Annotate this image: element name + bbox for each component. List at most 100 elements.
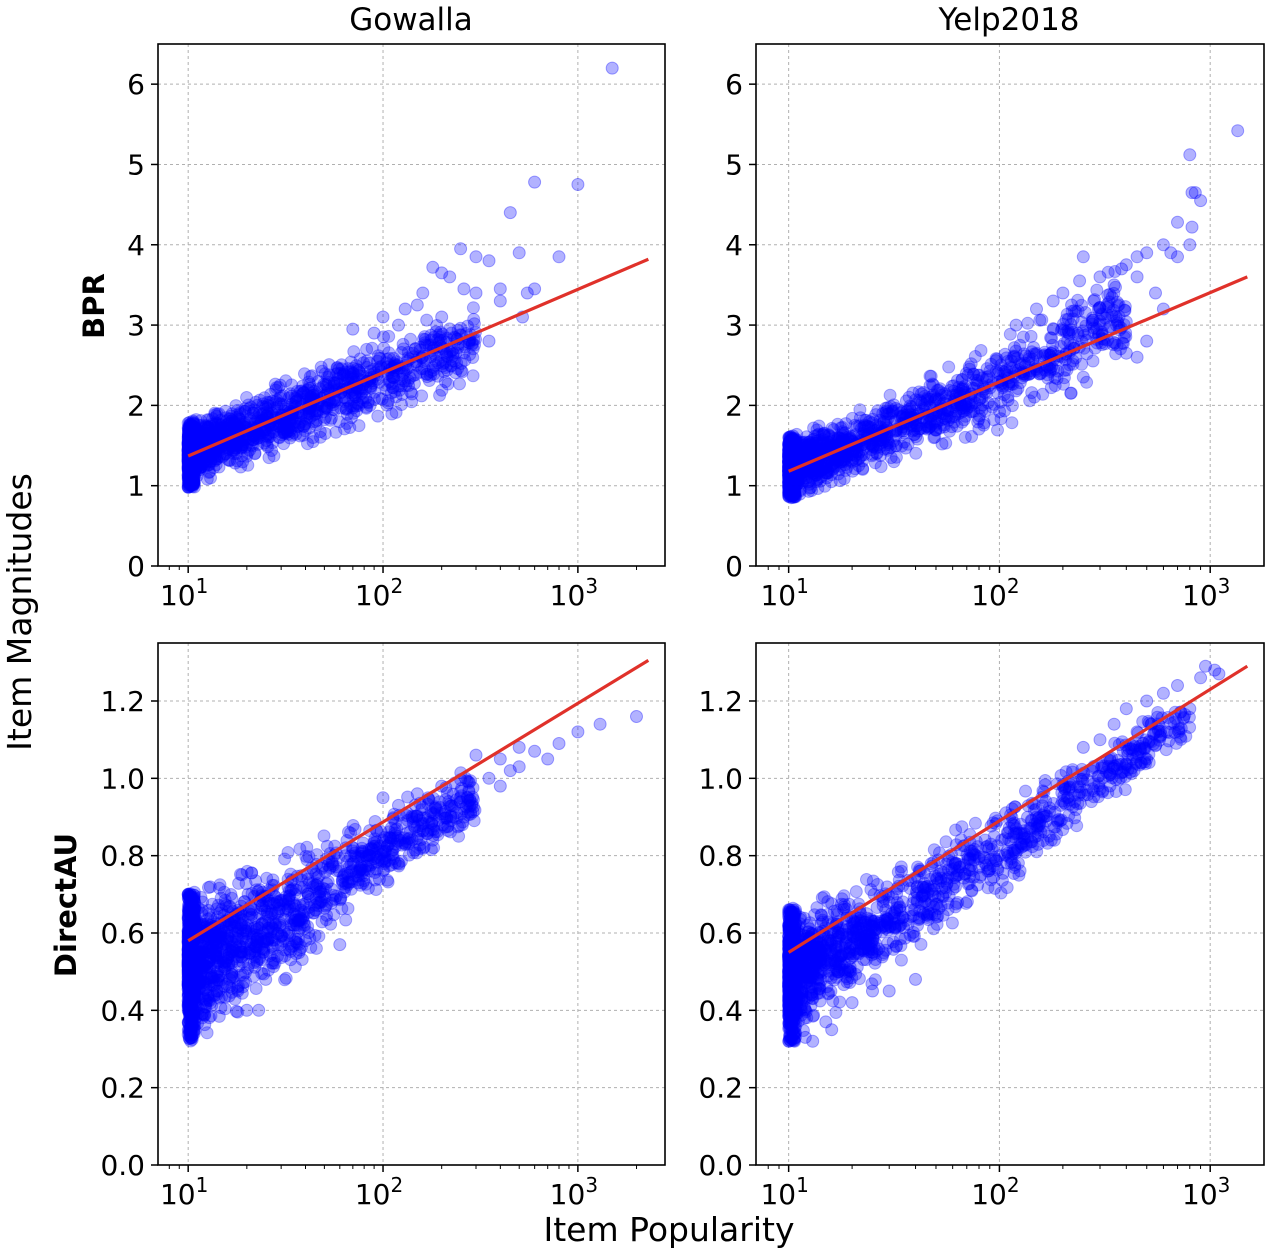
scatter-point [267,425,281,439]
scatter-point [191,463,205,477]
scatter-point [269,395,283,409]
scatter-point [317,377,331,391]
scatter-point [277,418,291,432]
scatter-point [296,386,310,400]
scatter-point [454,357,468,370]
scatter-point [296,428,310,442]
scatter-point [231,438,245,452]
scatter-point [395,388,409,401]
scatter-point [417,332,430,346]
scatter-point [441,824,455,837]
scatter-point-outlier [528,282,542,296]
scatter-point [181,435,195,448]
scatter-point [363,399,377,412]
scatter-point [399,379,413,393]
scatter-point [340,407,354,421]
scatter-point [395,398,408,411]
scatter-point [322,358,336,372]
scatter-point [365,341,379,355]
scatter-point [378,378,392,392]
scatter-point [396,367,410,381]
scatter-point [246,439,260,453]
scatter-point [189,435,203,449]
scatter-point [316,405,330,419]
scatter-point-outlier [1073,274,1087,288]
scatter-point [962,397,976,411]
scatter-point [182,463,196,476]
scatter-point [181,436,195,450]
scatter-point [388,385,402,399]
scatter-point [339,402,353,415]
scatter-point [233,436,247,450]
scatter-point [1051,364,1065,378]
scatter-point [267,449,281,463]
scatter-point [192,434,206,448]
scatter-point [191,425,205,438]
scatter-point [298,417,312,431]
scatter-point [193,427,207,441]
scatter-point [184,464,197,478]
scatter-point [346,361,360,375]
scatter-points [181,61,619,494]
scatter-point [405,395,419,409]
scatter-point [201,420,215,434]
scatter-point [328,395,342,409]
scatter-point [326,398,340,412]
scatter-point [249,940,263,954]
scatter-point [213,425,227,439]
scatter-point [974,344,988,357]
scatter-point [280,419,294,433]
scatter-point [187,434,201,448]
scatter-point [1023,394,1037,408]
scatter-point [185,438,199,452]
scatter-point [187,457,201,471]
scatter-point [181,436,195,449]
scatter-point [433,388,447,402]
scatter-point [465,338,479,352]
scatter-point [303,377,317,391]
scatter-point [383,374,397,387]
scatter-point [222,416,236,430]
scatter-point [264,387,278,401]
scatter-point [192,455,206,469]
scatter-point [183,452,197,466]
scatter-point [216,420,230,434]
scatter-point [283,431,297,445]
scatter-point [464,774,477,788]
scatter-point [381,396,395,410]
scatter-point [272,430,286,444]
scatter-point [386,381,399,394]
scatter-point [209,458,223,472]
scatter-point [181,432,195,446]
scatter-point [208,429,221,442]
scatter-point [256,407,270,420]
scatter-point [277,424,291,438]
scatter-point-outlier [1130,250,1144,264]
scatter-point-outlier [367,326,381,340]
scatter-point [274,397,288,411]
scatter-point [185,433,199,447]
scatter-point [418,330,432,344]
scatter-point [263,430,277,444]
scatter-point [1056,317,1070,331]
scatter-point [310,406,324,420]
scatter-point [208,408,222,422]
x-tick-label: 103 [550,574,598,612]
scatter-point [362,356,376,370]
scatter-point [275,428,289,442]
scatter-point [298,417,312,431]
scatter-point [246,433,260,447]
scatter-point [189,463,202,477]
scatter-point [1048,379,1062,393]
scatter-point [335,362,349,376]
scatter-point [185,456,199,469]
scatter-point [200,430,214,444]
scatter-point [215,450,229,464]
scatter-point [292,419,306,433]
scatter-point [200,413,214,427]
scatter-point [184,457,198,471]
scatter-point [194,460,208,474]
scatter-point [858,413,871,427]
